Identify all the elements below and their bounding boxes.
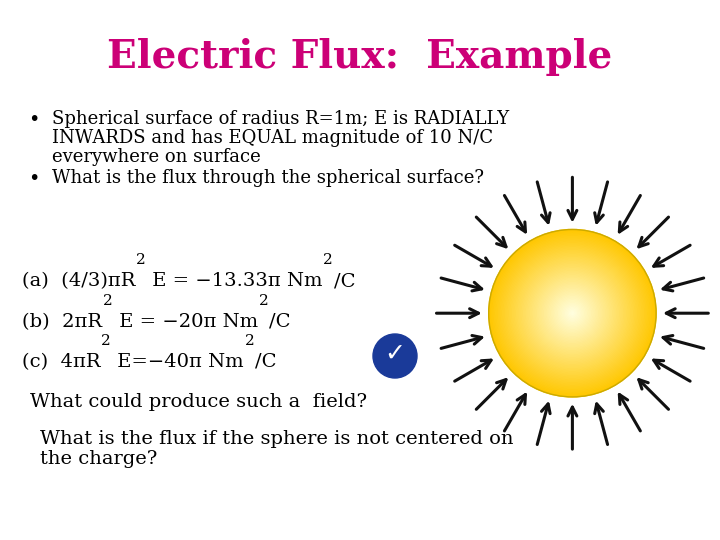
Circle shape <box>494 235 651 392</box>
Text: What could produce such a  field?: What could produce such a field? <box>30 393 367 411</box>
Circle shape <box>516 256 629 370</box>
Text: What is the flux through the spherical surface?: What is the flux through the spherical s… <box>52 169 484 187</box>
Circle shape <box>543 284 602 342</box>
Circle shape <box>500 241 645 386</box>
Text: •: • <box>28 110 40 129</box>
Circle shape <box>547 288 598 338</box>
Circle shape <box>529 270 616 356</box>
Circle shape <box>517 258 628 369</box>
Circle shape <box>538 278 607 348</box>
Text: 2: 2 <box>245 334 254 348</box>
Circle shape <box>492 232 653 394</box>
Circle shape <box>513 253 632 373</box>
Circle shape <box>508 249 636 377</box>
Circle shape <box>523 265 621 362</box>
Circle shape <box>554 295 590 332</box>
Circle shape <box>495 237 649 390</box>
Text: ✓: ✓ <box>384 342 405 366</box>
Circle shape <box>507 248 638 379</box>
Circle shape <box>526 267 618 359</box>
Text: 2: 2 <box>136 253 145 267</box>
Text: the charge?: the charge? <box>40 450 158 468</box>
Circle shape <box>570 310 575 316</box>
Circle shape <box>546 287 599 340</box>
Circle shape <box>504 245 641 382</box>
Circle shape <box>544 285 600 341</box>
Circle shape <box>522 263 623 363</box>
Circle shape <box>564 305 581 322</box>
Circle shape <box>519 260 626 366</box>
Circle shape <box>493 234 652 393</box>
Text: INWARDS and has EQUAL magnitude of 10 N/C: INWARDS and has EQUAL magnitude of 10 N/… <box>52 129 493 147</box>
Circle shape <box>510 251 635 376</box>
Circle shape <box>489 230 656 397</box>
Text: 2: 2 <box>103 294 112 308</box>
Circle shape <box>540 281 605 345</box>
Text: E = −13.33π Nm: E = −13.33π Nm <box>146 272 323 290</box>
Circle shape <box>559 299 586 327</box>
Circle shape <box>497 238 648 389</box>
Text: (a)  (4/3)πR: (a) (4/3)πR <box>22 272 135 290</box>
Text: 2: 2 <box>258 294 269 308</box>
Text: /C: /C <box>269 313 290 331</box>
Circle shape <box>490 231 654 395</box>
Circle shape <box>373 334 417 378</box>
Circle shape <box>528 268 617 358</box>
Circle shape <box>531 271 614 355</box>
Circle shape <box>514 255 631 372</box>
Text: E=−40π Nm: E=−40π Nm <box>112 353 244 371</box>
Circle shape <box>562 302 583 325</box>
Circle shape <box>536 277 608 349</box>
Circle shape <box>511 252 634 375</box>
Circle shape <box>503 244 642 383</box>
Circle shape <box>565 306 580 320</box>
Text: 2: 2 <box>323 253 333 267</box>
Circle shape <box>521 261 624 365</box>
Circle shape <box>541 282 603 344</box>
Circle shape <box>539 280 606 347</box>
Circle shape <box>532 273 613 354</box>
Circle shape <box>549 289 596 337</box>
Text: everywhere on surface: everywhere on surface <box>52 148 261 166</box>
Circle shape <box>534 274 611 352</box>
Text: (b)  2πR: (b) 2πR <box>22 313 102 331</box>
Circle shape <box>562 303 582 323</box>
Text: /C: /C <box>333 272 355 290</box>
Circle shape <box>518 259 627 368</box>
Circle shape <box>560 301 585 326</box>
Text: (c)  4πR: (c) 4πR <box>22 353 101 371</box>
Circle shape <box>567 308 578 319</box>
Text: /C: /C <box>255 353 276 371</box>
Circle shape <box>535 275 610 351</box>
Circle shape <box>525 266 620 361</box>
Text: E = −20π Nm: E = −20π Nm <box>113 313 258 331</box>
Circle shape <box>505 246 639 380</box>
Text: Spherical surface of radius R=1m; E is RADIALLY: Spherical surface of radius R=1m; E is R… <box>52 110 509 128</box>
Circle shape <box>498 239 647 387</box>
Circle shape <box>552 292 593 334</box>
Circle shape <box>568 309 577 318</box>
Circle shape <box>557 298 588 328</box>
Circle shape <box>571 312 574 315</box>
Circle shape <box>553 294 592 333</box>
Circle shape <box>501 242 644 384</box>
Text: What is the flux if the sphere is not centered on: What is the flux if the sphere is not ce… <box>40 430 513 448</box>
Circle shape <box>550 291 595 335</box>
Text: Electric Flux:  Example: Electric Flux: Example <box>107 38 613 76</box>
Text: •: • <box>28 169 40 188</box>
Circle shape <box>556 296 589 330</box>
Text: 2: 2 <box>101 334 111 348</box>
